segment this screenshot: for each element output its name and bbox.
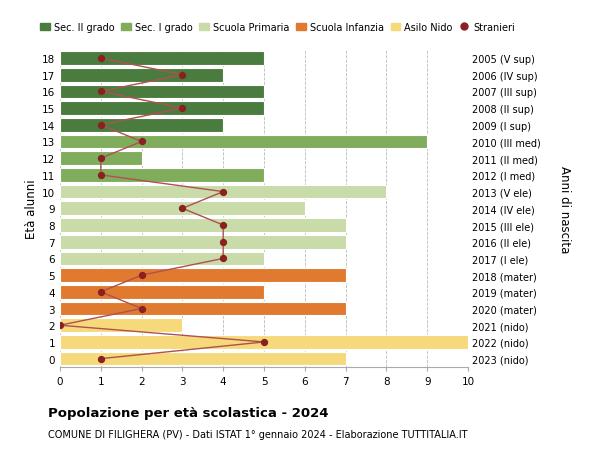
Bar: [60, 336, 468, 349]
Point: [55, 322, 65, 329]
Bar: [60, 319, 182, 332]
Bar: [60, 52, 264, 66]
Point: [218, 222, 228, 229]
Y-axis label: Anni di nascita: Anni di nascita: [557, 165, 571, 252]
Point: [96, 172, 106, 179]
Point: [259, 339, 269, 346]
Point: [96, 89, 106, 96]
Bar: [60, 269, 346, 282]
Text: COMUNE DI FILIGHERA (PV) - Dati ISTAT 1° gennaio 2024 - Elaborazione TUTTITALIA.: COMUNE DI FILIGHERA (PV) - Dati ISTAT 1°…: [48, 429, 467, 439]
Bar: [60, 69, 223, 82]
Point: [137, 305, 146, 313]
Point: [96, 155, 106, 162]
Bar: [60, 135, 427, 149]
Bar: [60, 352, 346, 366]
Bar: [60, 119, 223, 132]
Point: [96, 355, 106, 363]
Y-axis label: Età alunni: Età alunni: [25, 179, 38, 239]
Bar: [60, 85, 264, 99]
Bar: [60, 218, 346, 232]
Legend: Sec. II grado, Sec. I grado, Scuola Primaria, Scuola Infanzia, Asilo Nido, Stran: Sec. II grado, Sec. I grado, Scuola Prim…: [37, 19, 518, 37]
Point: [137, 139, 146, 146]
Bar: [60, 235, 346, 249]
Text: Popolazione per età scolastica - 2024: Popolazione per età scolastica - 2024: [48, 406, 329, 419]
Point: [178, 205, 187, 213]
Point: [96, 122, 106, 129]
Point: [137, 272, 146, 279]
Point: [218, 189, 228, 196]
Bar: [60, 202, 305, 216]
Bar: [60, 185, 386, 199]
Bar: [60, 102, 264, 116]
Point: [178, 105, 187, 112]
Point: [96, 55, 106, 62]
Point: [218, 239, 228, 246]
Bar: [60, 168, 264, 182]
Bar: [60, 302, 346, 316]
Bar: [60, 252, 264, 266]
Point: [218, 255, 228, 263]
Bar: [60, 152, 142, 166]
Point: [96, 289, 106, 296]
Point: [178, 72, 187, 79]
Bar: [60, 285, 264, 299]
